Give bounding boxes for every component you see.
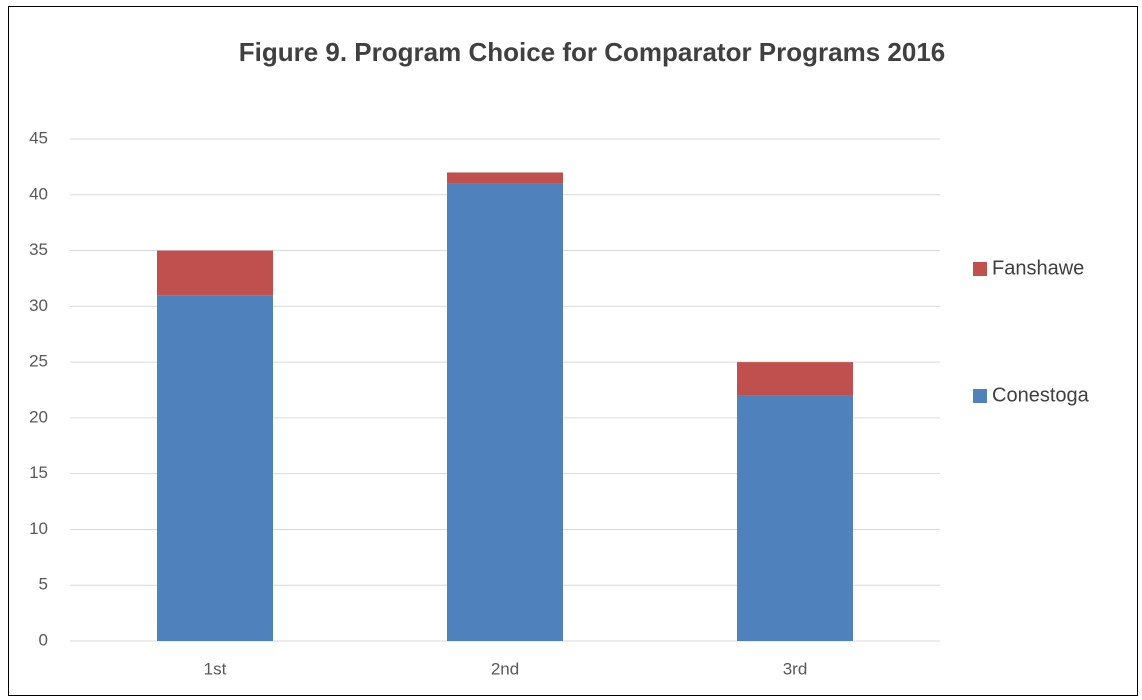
y-tick-label: 25 <box>29 352 48 371</box>
y-tick-label: 15 <box>29 463 48 482</box>
chart-title: Figure 9. Program Choice for Comparator … <box>238 37 946 67</box>
y-tick-label: 0 <box>39 630 48 649</box>
bar-segment <box>737 362 853 396</box>
bar-segment <box>447 183 563 641</box>
y-tick-label: 35 <box>29 240 48 259</box>
legend-swatch <box>973 262 987 276</box>
y-tick-label: 40 <box>29 184 48 203</box>
y-tick-label: 45 <box>29 128 48 147</box>
y-tick-label: 5 <box>39 575 48 594</box>
y-tick-label: 30 <box>29 296 48 315</box>
y-tick-label: 10 <box>29 519 48 538</box>
x-tick-label: 1st <box>204 659 227 678</box>
y-tick-label: 20 <box>29 407 48 426</box>
x-tick-label: 2nd <box>491 659 519 678</box>
chart-frame <box>8 6 1138 696</box>
bar-segment <box>447 172 563 184</box>
legend-label: Fanshawe <box>992 257 1084 279</box>
bar-segment <box>737 395 853 641</box>
bar-segment <box>157 250 273 296</box>
x-tick-label: 3rd <box>783 659 808 678</box>
legend-label: Conestoga <box>992 384 1090 406</box>
bar-segment <box>157 295 273 641</box>
legend-swatch <box>973 389 987 403</box>
